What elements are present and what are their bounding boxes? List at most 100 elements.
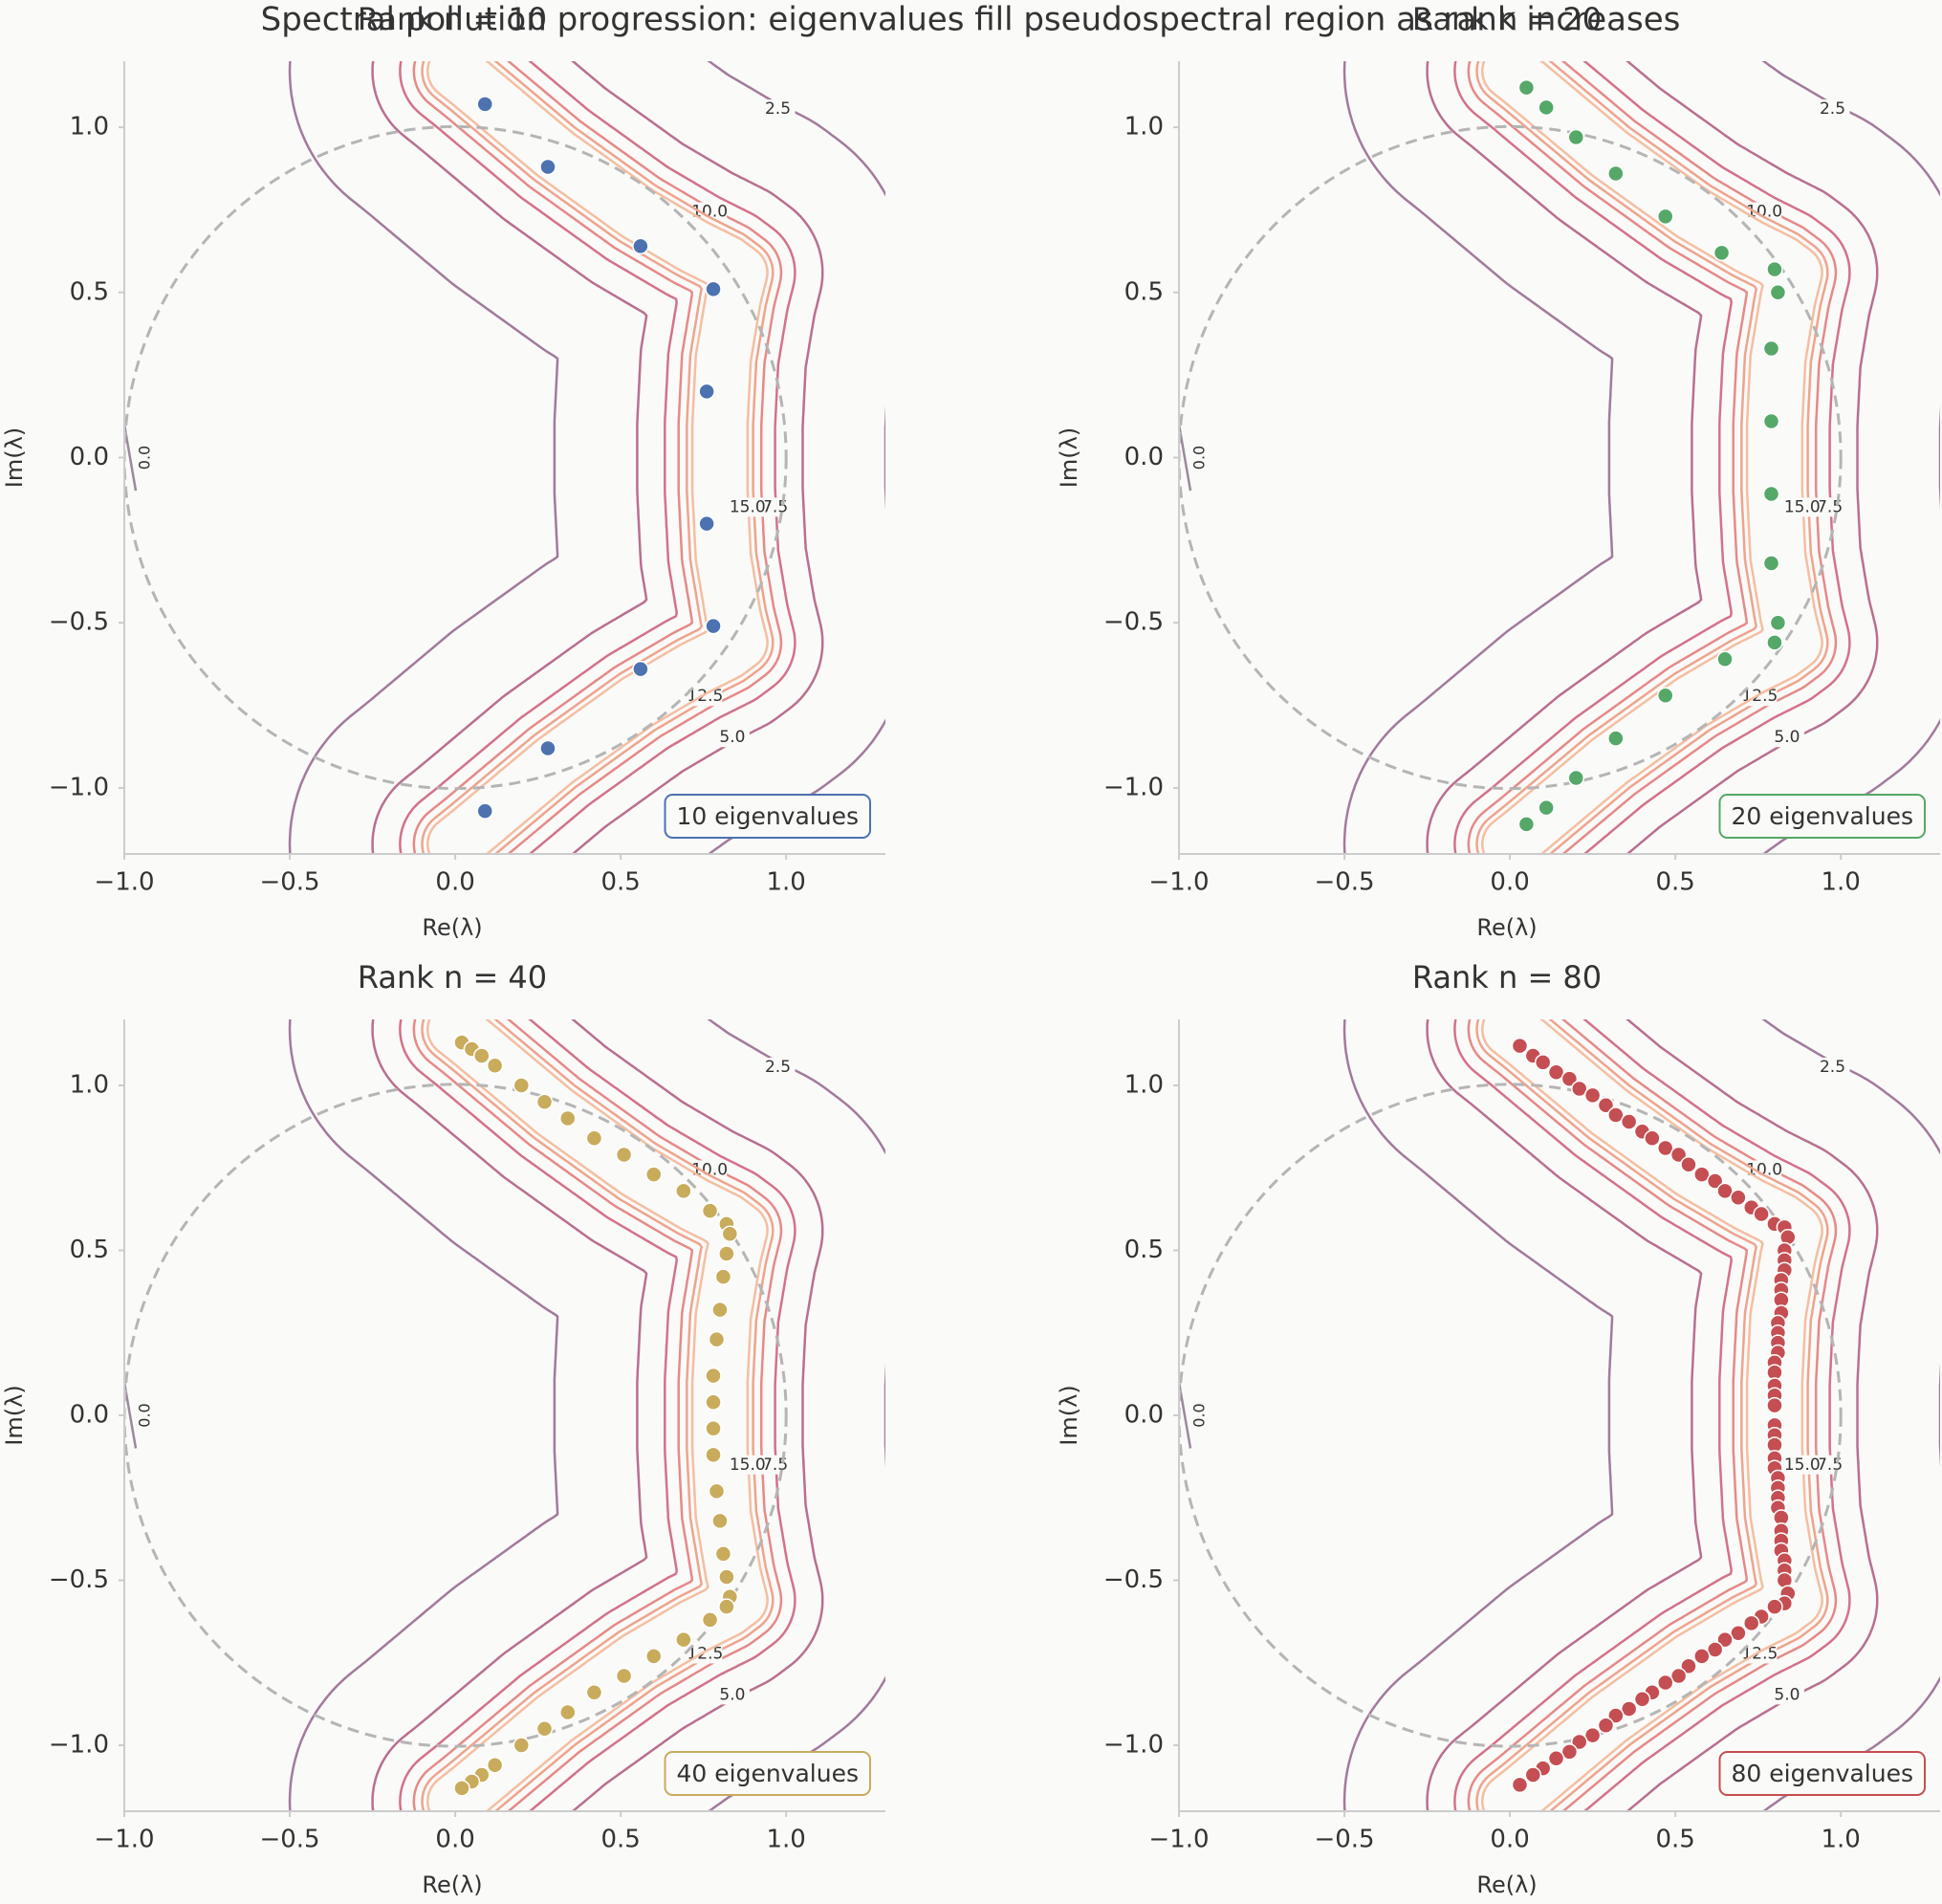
eigenvalue-point xyxy=(1517,78,1536,97)
x-tick-label: 0.0 xyxy=(1490,1826,1529,1854)
eigenvalue-point xyxy=(486,1057,504,1075)
eigenvalue-point xyxy=(1567,769,1585,787)
eigenvalue-point xyxy=(705,1420,722,1437)
eigenvalue-point xyxy=(539,739,556,757)
eigenvalue-point xyxy=(1656,1139,1674,1157)
eigenvalue-point xyxy=(486,1756,504,1774)
eigenvalue-point xyxy=(1597,1717,1615,1735)
eigenvalue-point xyxy=(1607,1707,1625,1724)
eigenvalue-point xyxy=(644,1648,663,1665)
eigenvalue-point xyxy=(453,1780,470,1797)
eigenvalue-point xyxy=(1560,1743,1579,1761)
contour-line xyxy=(1426,1019,1879,1811)
eigenvalue-point xyxy=(1680,1156,1697,1173)
eigenvalue-point xyxy=(1766,634,1783,651)
annotation: 20 eigenvalues xyxy=(1732,802,1914,830)
y-tick-label: 1.0 xyxy=(1124,1071,1164,1100)
contour-line xyxy=(288,61,885,854)
contour-line xyxy=(1426,61,1879,854)
contour-label: 12.5 xyxy=(1741,687,1778,706)
eigenvalue-point xyxy=(1706,1641,1724,1658)
eigenvalue-point xyxy=(1730,1624,1747,1642)
eigenvalue-point xyxy=(1517,816,1536,833)
contour-label: 2.5 xyxy=(765,99,791,119)
x-tick-label: −0.5 xyxy=(259,868,319,897)
annotation-box xyxy=(1718,794,1926,839)
unit-circle xyxy=(124,125,788,790)
eigenvalue-point xyxy=(718,1245,735,1262)
annotation-box xyxy=(664,794,871,839)
contour-line xyxy=(425,61,769,854)
x-axis-label: Re(λ) xyxy=(1476,914,1537,941)
y-tick-label: −0.5 xyxy=(49,1565,109,1594)
contour-label: 10.0 xyxy=(691,203,728,222)
eigenvalue-point xyxy=(1716,1630,1734,1649)
contour-label: 0.0 xyxy=(136,446,154,470)
eigenvalue-point xyxy=(1583,1086,1602,1105)
subplot-title: Rank n = 10 xyxy=(358,1,547,37)
plot-area: 2.55.07.510.012.515.0 xyxy=(124,1019,885,1811)
subplot: 2.55.07.510.012.515.00.0−1.0 −0.5 0.0 0.5 1.… xyxy=(1,959,885,1898)
contour-label: 0.0 xyxy=(1190,446,1209,470)
eigenvalue-point xyxy=(698,514,715,533)
unit-circle xyxy=(1179,1083,1843,1748)
contour-label: 0.0 xyxy=(136,1403,154,1427)
eigenvalue-point xyxy=(701,1202,719,1219)
eigenvalue-point xyxy=(1766,1396,1783,1414)
annotation-box xyxy=(664,1751,871,1796)
eigenvalue-point xyxy=(1620,1113,1638,1130)
contour-label: 5.0 xyxy=(1774,1685,1800,1704)
eigenvalue-point xyxy=(1571,1733,1588,1751)
contour-line xyxy=(1475,61,1829,854)
eigenvalue-point xyxy=(1766,260,1783,278)
unit-circle xyxy=(1179,125,1843,790)
eigenvalue-point xyxy=(1607,1106,1625,1124)
eigenvalue-point xyxy=(1669,1667,1688,1685)
eigenvalue-point xyxy=(705,1446,722,1464)
eigenvalue-point xyxy=(1620,1700,1638,1718)
eigenvalue-point xyxy=(1730,1189,1747,1207)
contour-line xyxy=(1467,61,1838,854)
contour-label: 2.5 xyxy=(765,1058,791,1077)
x-tick-label: 1.0 xyxy=(1821,868,1860,897)
y-tick-label: −1.0 xyxy=(49,773,109,801)
x-tick-label: −1.0 xyxy=(1148,1826,1209,1854)
annotation: 40 eigenvalues xyxy=(677,1760,860,1787)
subplot-title: Rank n = 40 xyxy=(358,959,547,996)
y-tick-label: −0.5 xyxy=(1103,1565,1164,1594)
eigenvalue-point xyxy=(644,1166,663,1183)
contour-line xyxy=(1467,1019,1838,1811)
x-tick-label: 0.5 xyxy=(1655,1826,1694,1854)
eigenvalue-point xyxy=(1693,1166,1711,1183)
contour-line xyxy=(1475,1019,1829,1811)
eigenvalue-point xyxy=(1560,1070,1579,1087)
contour-label: 5.0 xyxy=(719,728,745,747)
contour-label: 15.0 xyxy=(730,1455,766,1475)
plot-area: 2.55.07.510.012.515.0 xyxy=(124,61,885,854)
subplot: 2.55.07.510.012.515.00.0−1.0 −0.5 0.0 0.5 1.… xyxy=(1056,959,1940,1898)
contour-label: 10.0 xyxy=(691,1160,728,1179)
eigenvalue-point xyxy=(476,96,493,113)
eigenvalue-point xyxy=(1644,1129,1661,1147)
contour-label: 12.5 xyxy=(687,687,723,706)
x-tick-label: 0.0 xyxy=(435,1826,474,1854)
eigenvalue-point xyxy=(1713,244,1731,262)
eigenvalue-point xyxy=(1693,1648,1711,1665)
eigenvalue-point xyxy=(1538,98,1555,117)
contour-line xyxy=(1480,61,1823,854)
eigenvalue-point xyxy=(1716,1182,1734,1200)
eigenvalue-point xyxy=(705,280,722,298)
eigenvalue-point xyxy=(718,1598,735,1615)
contour-line xyxy=(1480,1019,1823,1811)
eigenvalue-point xyxy=(1656,208,1674,226)
eigenvalue-point xyxy=(1567,128,1585,146)
eigenvalue-point xyxy=(632,660,649,678)
eigenvalue-point xyxy=(1547,1063,1565,1081)
x-tick-label: −1.0 xyxy=(94,1826,154,1854)
eigenvalue-point xyxy=(1769,284,1787,301)
x-tick-label: 0.5 xyxy=(600,1826,640,1854)
eigenvalue-point xyxy=(705,1367,722,1385)
y-tick-label: −0.5 xyxy=(49,608,109,637)
eigenvalue-point xyxy=(708,1482,726,1500)
